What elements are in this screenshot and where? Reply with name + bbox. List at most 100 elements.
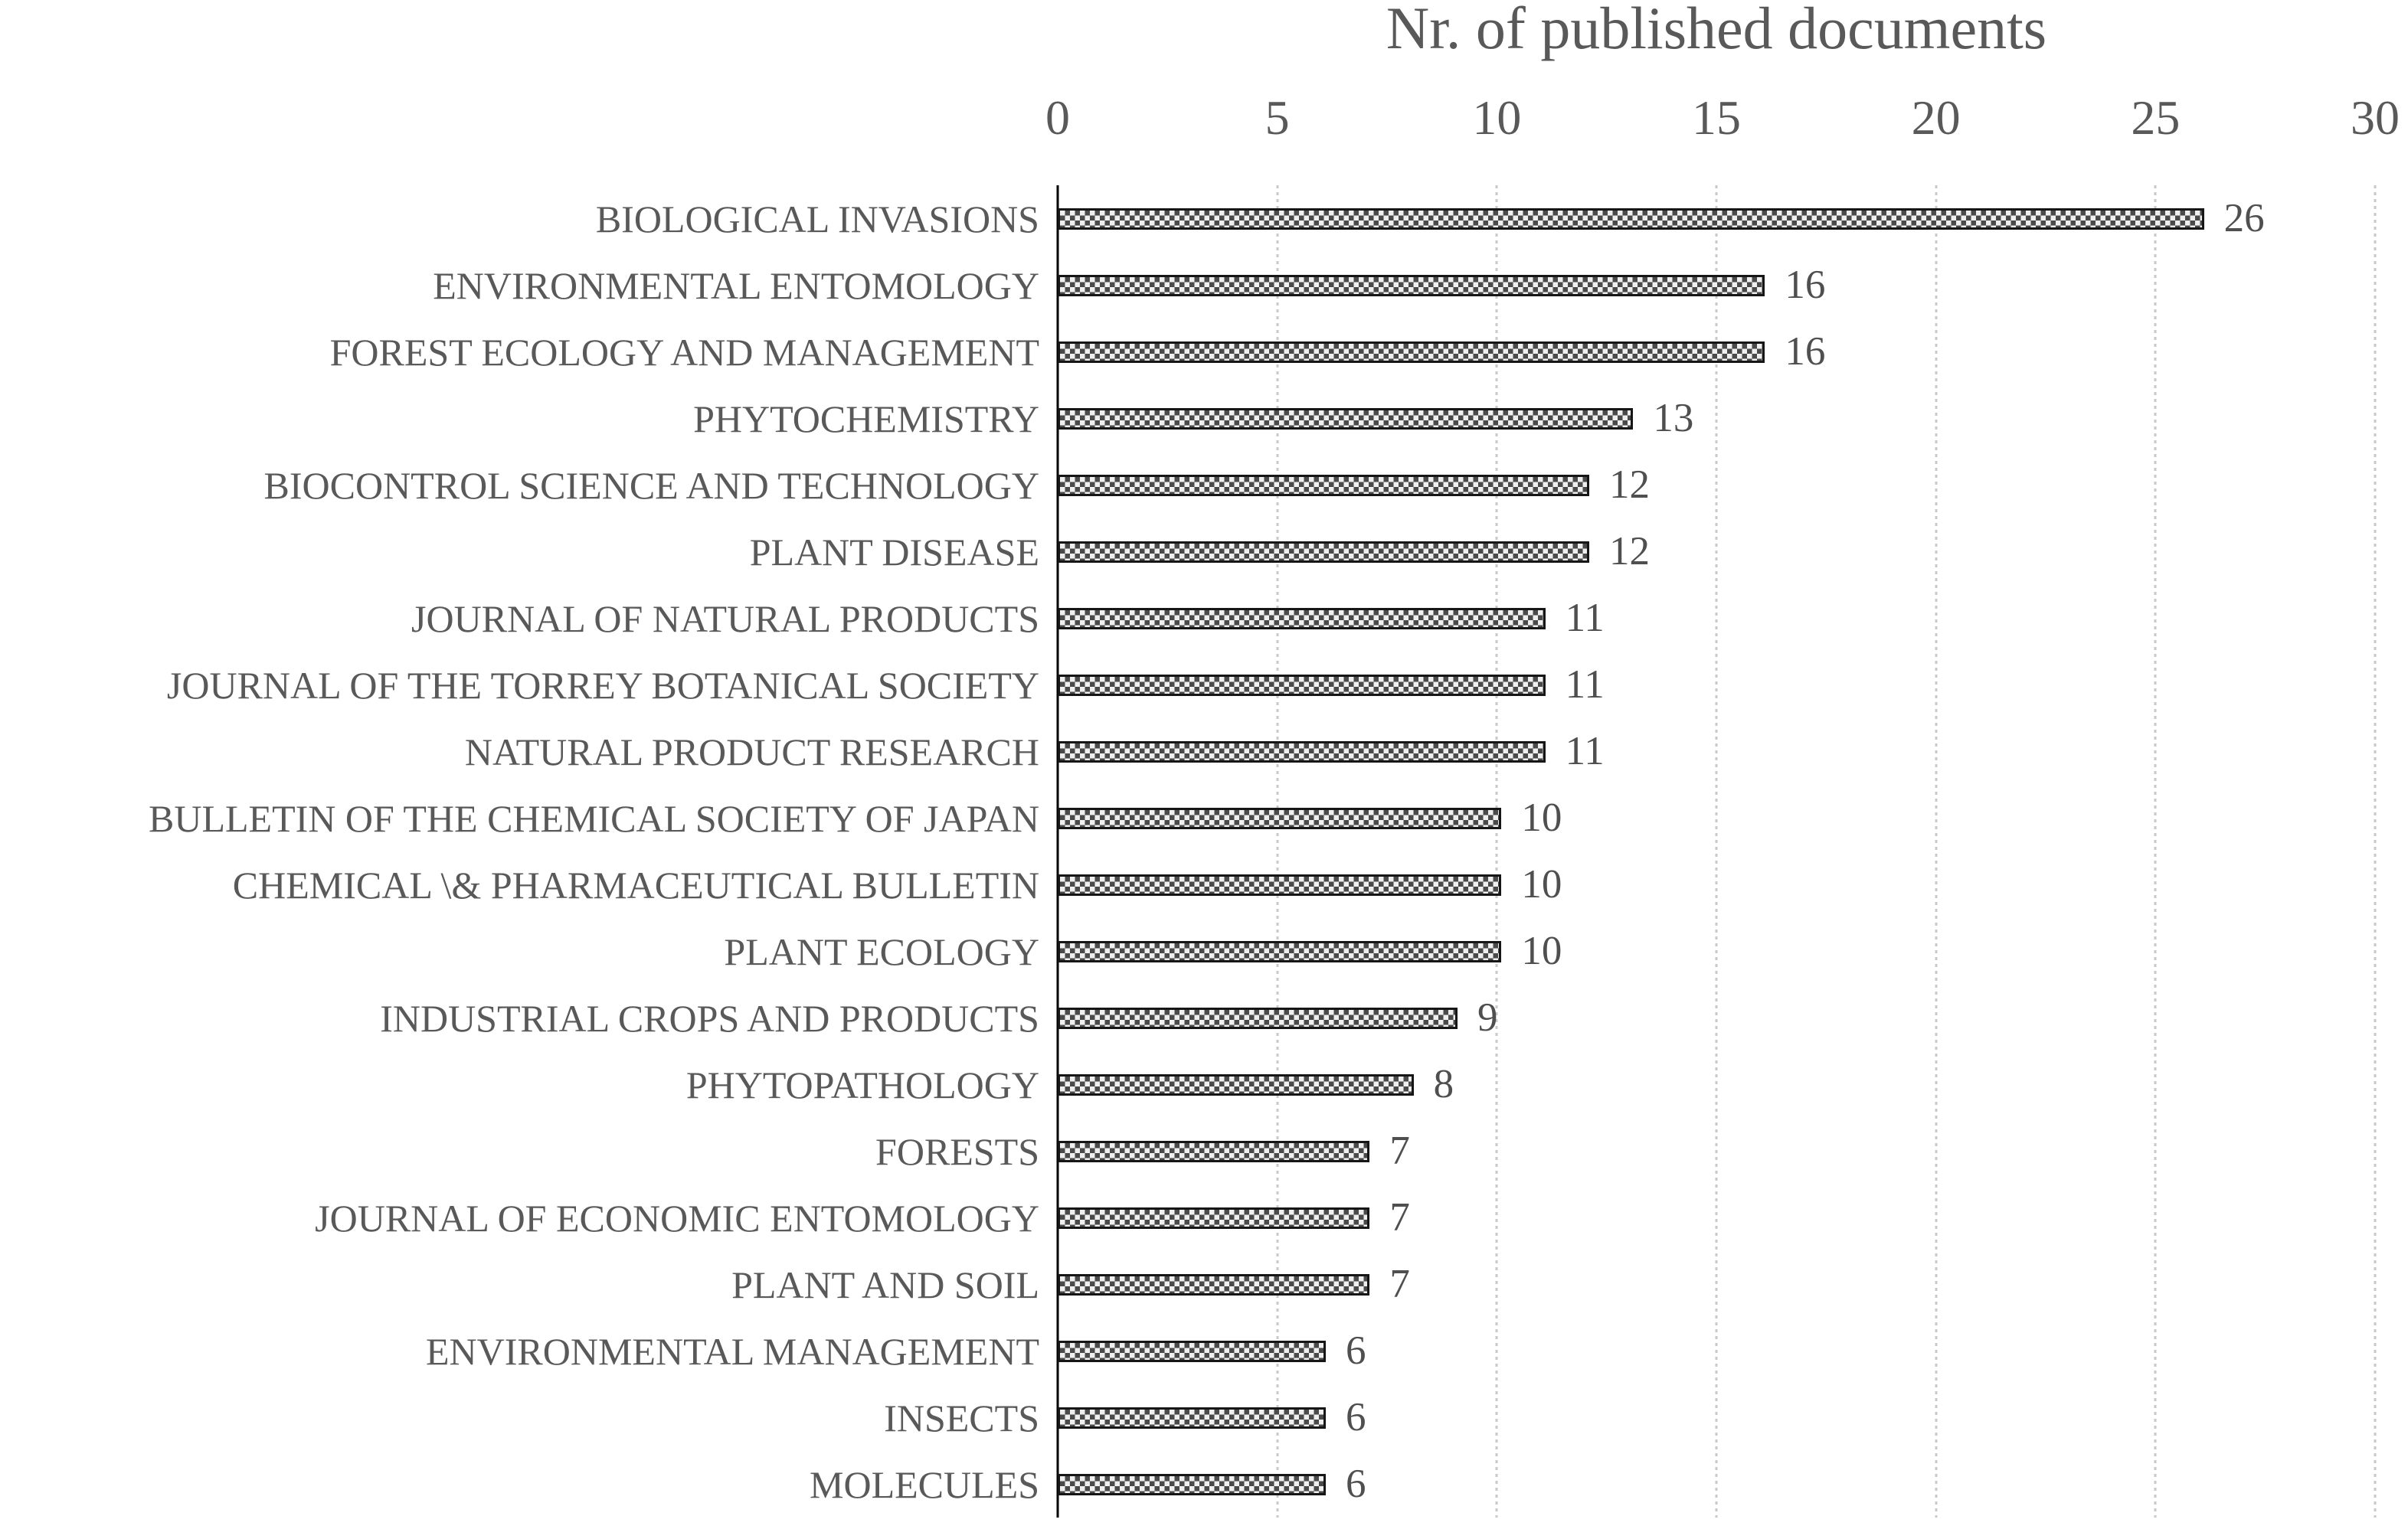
chart-row: PHYTOPATHOLOGY 8: [0, 1051, 2375, 1118]
category-label: MOLECULES: [810, 1462, 1039, 1506]
value-label: 11: [1565, 596, 1605, 640]
category-label: JOURNAL OF ECONOMIC ENTOMOLOGY: [315, 1196, 1039, 1240]
chart-row: PLANT AND SOIL 7: [0, 1251, 2375, 1318]
bar-track: 7: [1058, 1118, 2375, 1184]
x-tick-label: 25: [2131, 90, 2181, 145]
value-label: 26: [2223, 196, 2265, 240]
value-label: 7: [1389, 1129, 1410, 1173]
chart-row: INDUSTRIAL CROPS AND PRODUCTS 9: [0, 985, 2375, 1051]
value-label: 7: [1389, 1195, 1410, 1240]
value-label: 12: [1609, 462, 1650, 507]
bar-track: 6: [1058, 1384, 2375, 1451]
category-label: NATURAL PRODUCT RESEARCH: [464, 730, 1039, 773]
value-label: 12: [1609, 529, 1650, 573]
bar-track: 9: [1058, 985, 2375, 1051]
category-label: PHYTOPATHOLOGY: [685, 1063, 1039, 1106]
chart-row: JOURNAL OF NATURAL PRODUCTS 11: [0, 585, 2375, 652]
chart-row: JOURNAL OF THE TORREY BOTANICAL SOCIETY …: [0, 652, 2375, 718]
category-label: FOREST ECOLOGY AND MANAGEMENT: [329, 330, 1039, 374]
bar-track: 7: [1058, 1251, 2375, 1318]
category-label: BIOCONTROL SCIENCE AND TECHNOLOGY: [263, 463, 1040, 507]
bar-track: 16: [1058, 252, 2375, 319]
gridline: [1715, 185, 1718, 1518]
category-label: ENVIRONMENTAL MANAGEMENT: [425, 1329, 1039, 1373]
value-label: 13: [1653, 396, 1694, 440]
chart-row: BIOCONTROL SCIENCE AND TECHNOLOGY 12: [0, 452, 2375, 518]
bar-track: 12: [1058, 452, 2375, 518]
bar: [1058, 1407, 1326, 1429]
chart-row: ENVIRONMENTAL MANAGEMENT 6: [0, 1318, 2375, 1384]
x-tick-label: 15: [1692, 90, 1741, 145]
category-label: PLANT AND SOIL: [731, 1263, 1039, 1306]
bar: [1058, 474, 1589, 496]
bar: [1058, 1140, 1370, 1162]
bar: [1058, 607, 1546, 629]
bar-track: 6: [1058, 1318, 2375, 1384]
x-tick-label: 30: [2351, 90, 2400, 145]
category-label: ENVIRONMENTAL ENTOMOLOGY: [433, 263, 1039, 307]
bar-track: 7: [1058, 1184, 2375, 1251]
value-label: 11: [1565, 729, 1605, 773]
bar-track: 10: [1058, 851, 2375, 918]
chart-row: BULLETIN OF THE CHEMICAL SOCIETY OF JAPA…: [0, 785, 2375, 851]
category-label: FORESTS: [875, 1129, 1039, 1173]
bar: [1058, 940, 1502, 962]
category-label: PLANT ECOLOGY: [724, 930, 1039, 973]
bar-track: 26: [1058, 185, 2375, 252]
bar: [1058, 740, 1546, 763]
value-label: 16: [1785, 263, 1826, 307]
category-label: JOURNAL OF NATURAL PRODUCTS: [411, 596, 1039, 640]
bar: [1058, 807, 1502, 829]
category-label: BIOLOGICAL INVASIONS: [595, 197, 1039, 240]
bar: [1058, 1007, 1458, 1029]
chart-row: PLANT DISEASE 12: [0, 518, 2375, 585]
x-tick-label: 5: [1265, 90, 1290, 145]
y-axis-line: [1056, 185, 1059, 1518]
chart-row: JOURNAL OF ECONOMIC ENTOMOLOGY 7: [0, 1184, 2375, 1251]
bar: [1058, 1273, 1370, 1296]
bar-track: 13: [1058, 385, 2375, 452]
bar-track: 11: [1058, 585, 2375, 652]
chart-row: MOLECULES 6: [0, 1451, 2375, 1518]
bar: [1058, 1340, 1326, 1362]
bar: [1058, 1073, 1414, 1096]
chart-row: ENVIRONMENTAL ENTOMOLOGY 16: [0, 252, 2375, 319]
value-label: 10: [1521, 796, 1562, 840]
bar: [1058, 341, 1765, 363]
gridline: [1495, 185, 1498, 1518]
value-label: 16: [1785, 329, 1826, 374]
bar-track: 10: [1058, 785, 2375, 851]
chart-title: Nr. of published documents: [1386, 0, 2047, 61]
value-label: 6: [1346, 1462, 1366, 1506]
value-label: 10: [1521, 929, 1562, 973]
bar-track: 6: [1058, 1451, 2375, 1518]
chart-row: PHYTOCHEMISTRY 13: [0, 385, 2375, 452]
category-label: CHEMICAL \& PHARMACEUTICAL BULLETIN: [232, 863, 1039, 907]
bar: [1058, 874, 1502, 896]
chart-row: FORESTS 7: [0, 1118, 2375, 1184]
category-label: JOURNAL OF THE TORREY BOTANICAL SOCIETY: [166, 663, 1039, 707]
bar-track: 11: [1058, 652, 2375, 718]
x-tick-label: 0: [1045, 90, 1070, 145]
category-label: INSECTS: [884, 1396, 1039, 1439]
value-label: 7: [1389, 1262, 1410, 1306]
plot-area: [0, 185, 2408, 1518]
category-label: PHYTOCHEMISTRY: [693, 397, 1039, 440]
bar-track: 11: [1058, 718, 2375, 785]
x-tick-label: 20: [1911, 90, 1961, 145]
chart-row: PLANT ECOLOGY 10: [0, 918, 2375, 985]
bar-track: 8: [1058, 1051, 2375, 1118]
category-label: PLANT DISEASE: [749, 530, 1039, 573]
chart-row: INSECTS 6: [0, 1384, 2375, 1451]
bar: [1058, 1207, 1370, 1229]
chart-row: CHEMICAL \& PHARMACEUTICAL BULLETIN 10: [0, 851, 2375, 918]
value-label: 11: [1565, 662, 1605, 707]
bar: [1058, 1473, 1326, 1495]
bar-track: 16: [1058, 319, 2375, 385]
category-label: INDUSTRIAL CROPS AND PRODUCTS: [380, 996, 1039, 1040]
category-label: BULLETIN OF THE CHEMICAL SOCIETY OF JAPA…: [148, 796, 1039, 840]
gridline: [2374, 185, 2377, 1518]
chart-row: NATURAL PRODUCT RESEARCH 11: [0, 718, 2375, 785]
value-label: 10: [1521, 862, 1562, 907]
